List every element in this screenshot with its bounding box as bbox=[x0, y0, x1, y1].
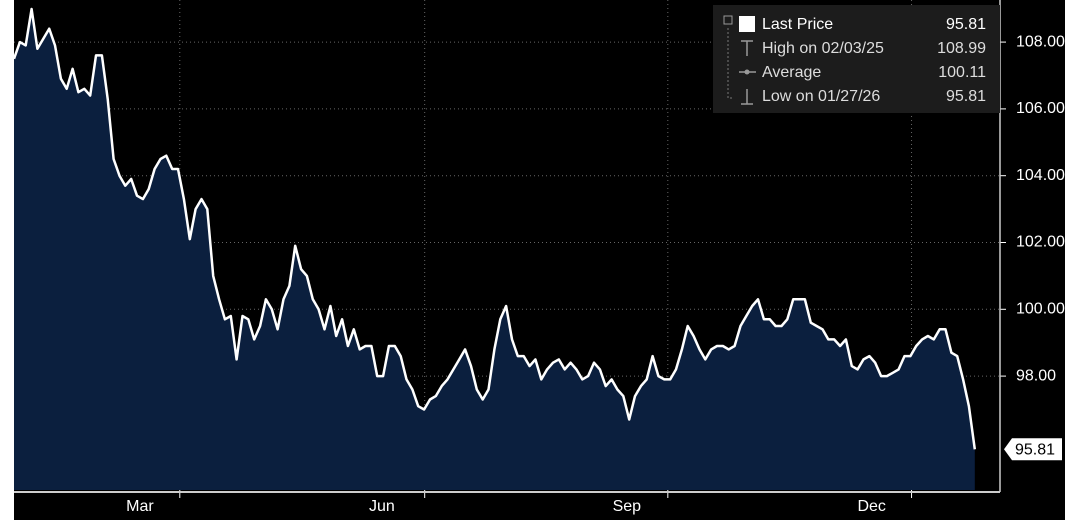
legend-value: 95.81 bbox=[946, 88, 986, 105]
legend-icon bbox=[739, 16, 755, 32]
legend-label: Average bbox=[762, 64, 821, 81]
legend-value: 108.99 bbox=[937, 40, 986, 57]
legend-box bbox=[713, 5, 1000, 113]
x-tick-label: Dec bbox=[857, 498, 885, 515]
area bbox=[14, 9, 975, 490]
y-tick-label: 102.00 bbox=[1016, 234, 1065, 251]
legend-bracket bbox=[727, 28, 734, 99]
legend-label: Last Price bbox=[762, 16, 833, 33]
legend-icon bbox=[741, 40, 753, 56]
legend-icon bbox=[744, 69, 750, 75]
y-tick-label: 106.00 bbox=[1016, 100, 1065, 117]
legend: Last Price 95.81 High on 02/03/25 108.99 Ave… bbox=[713, 5, 1000, 113]
legend-icon bbox=[741, 89, 753, 105]
y-tick-label: 104.00 bbox=[1016, 167, 1065, 184]
x-tick-label: Mar bbox=[126, 498, 154, 515]
last-price-label: 95.81 bbox=[1015, 441, 1055, 458]
legend-label: Low on 01/27/26 bbox=[762, 88, 880, 105]
legend-label: High on 02/03/25 bbox=[762, 40, 884, 57]
y-tick-label: 108.00 bbox=[1016, 33, 1065, 50]
legend-collapse bbox=[723, 15, 733, 25]
y-tick-label: 100.00 bbox=[1016, 301, 1065, 318]
line bbox=[12, 7, 977, 450]
legend-value: 100.11 bbox=[938, 64, 986, 81]
x-tick-label: Jun bbox=[369, 498, 395, 515]
x-tick-label: Sep bbox=[613, 498, 642, 515]
last-price-tag bbox=[1004, 438, 1062, 461]
y-tick-label: 98.00 bbox=[1016, 367, 1056, 384]
legend-value: 95.81 bbox=[946, 16, 986, 33]
